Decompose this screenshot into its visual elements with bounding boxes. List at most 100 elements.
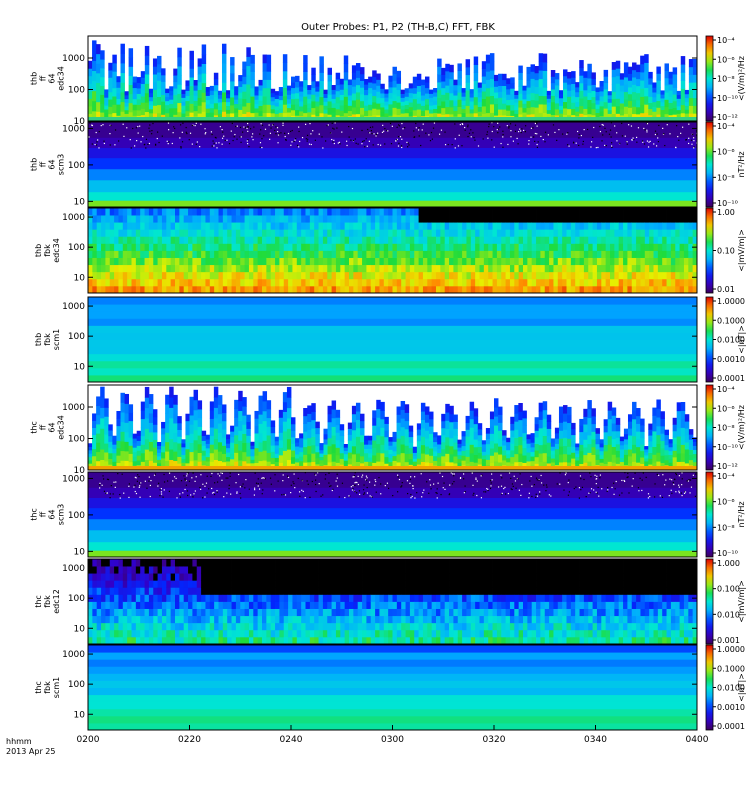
spectrum-cell (240, 264, 245, 273)
noise-pixel (586, 128, 589, 131)
spectrum-cell (92, 278, 98, 287)
spectrum-cell (157, 72, 162, 81)
spectrum-cell (193, 100, 199, 107)
spectrum-cell (640, 257, 646, 266)
spectrum-cell (675, 222, 680, 230)
spectrum-cell (449, 413, 454, 423)
spectrum-cell (469, 435, 475, 445)
spectrum-cell (144, 285, 150, 293)
spectrum-cell (544, 215, 550, 223)
spectrum-cell (218, 208, 224, 216)
spectrum-cell (416, 435, 422, 442)
spectrum-cell (230, 73, 235, 82)
spectrum-cell (396, 108, 402, 116)
spectrum-cell (318, 257, 324, 266)
spectrum-cell (618, 278, 624, 287)
spectrum-cell (603, 444, 609, 452)
spectrum-cell (605, 236, 611, 244)
spectrum-cell (128, 420, 134, 430)
spectrum-cell (331, 229, 337, 237)
spectrum-cell (291, 98, 296, 105)
spectrum-cell (688, 285, 694, 293)
spectrum-cell (114, 243, 119, 251)
spectrum-cell (136, 99, 142, 105)
ylabel-line: thb (30, 72, 39, 85)
spectrum-cell (408, 102, 414, 108)
spectrum-cell (684, 89, 690, 95)
spectrum-cell (418, 243, 424, 251)
spectrum-cell (496, 222, 502, 230)
spectrum-cell (92, 60, 97, 72)
spectrum-cell (588, 271, 593, 280)
spectrum-cell (266, 96, 272, 105)
spectrum-cell (546, 113, 552, 118)
spectrum-cell (279, 250, 285, 258)
spectrum-cell (185, 90, 190, 97)
spectrum-cell (619, 97, 625, 104)
spectrum-cell (437, 58, 442, 67)
spectrum-cell (201, 208, 206, 216)
spectrum-cell (692, 453, 697, 459)
spectrum-cell (292, 264, 298, 273)
spectrum-cell (427, 250, 433, 258)
noise-pixel (341, 131, 343, 133)
spectrum-cell (676, 98, 682, 103)
noise-pixel (420, 144, 422, 147)
noise-pixel (676, 125, 678, 127)
spectrum-cell (596, 229, 602, 237)
spectrum-cell (327, 107, 332, 115)
spectrum-cell (153, 208, 158, 216)
spectrum-cell (388, 264, 393, 273)
spectrum-cell (303, 96, 308, 105)
spectrum-cell (489, 426, 495, 434)
noise-pixel (546, 486, 548, 488)
spectrum-cell (303, 55, 308, 64)
spectrum-cell (274, 453, 280, 458)
noise-pixel (180, 147, 182, 149)
spectrum-cell (601, 208, 607, 216)
noise-pixel (290, 130, 292, 133)
spectrum-band (88, 374, 697, 382)
spectrum-cell (444, 215, 450, 223)
noise-pixel (214, 482, 216, 484)
spectrum-cell (319, 104, 324, 114)
spectrum-cell (567, 71, 572, 79)
spectrum-cell (481, 455, 487, 460)
spectrum-cell (286, 98, 292, 104)
spectrum-cell (688, 97, 694, 106)
spectrum-cell (344, 208, 350, 216)
spectrum-cell (201, 236, 206, 244)
spectrum-cell (615, 83, 621, 92)
spectrum-cell (124, 460, 129, 470)
spectrum-cell (615, 105, 621, 114)
noise-pixel (649, 140, 651, 142)
spectrum-cell (644, 271, 650, 280)
spectrum-cell (518, 271, 524, 280)
spectrum-cell (114, 250, 119, 258)
noise-pixel (611, 486, 613, 489)
spectrum-cell (205, 108, 211, 113)
spectrum-cell (335, 78, 341, 86)
spectrum-cell (575, 463, 580, 468)
spectrum-cell (196, 271, 202, 280)
spectrum-cell (462, 229, 467, 237)
spectrum-cell (449, 461, 454, 470)
spectrum-cell (466, 215, 472, 223)
noise-pixel (195, 122, 197, 124)
spectrum-cell (279, 208, 285, 216)
spectrum-cell (420, 436, 426, 446)
noise-pixel (454, 123, 456, 125)
noise-pixel (206, 492, 208, 494)
spectrum-cell (449, 271, 454, 280)
spectrum-cell (605, 257, 611, 266)
spectrum-cell (307, 461, 312, 470)
spectrum-cell (140, 271, 145, 280)
noise-pixel (454, 138, 456, 140)
spectrum-cell (648, 429, 653, 436)
spectrum-cell (540, 215, 546, 223)
spectrum-cell (485, 79, 491, 89)
spectrum-cell (614, 285, 620, 293)
spectrum-cell (392, 264, 398, 273)
spectrum-cell (470, 236, 476, 244)
noise-pixel (94, 143, 96, 146)
